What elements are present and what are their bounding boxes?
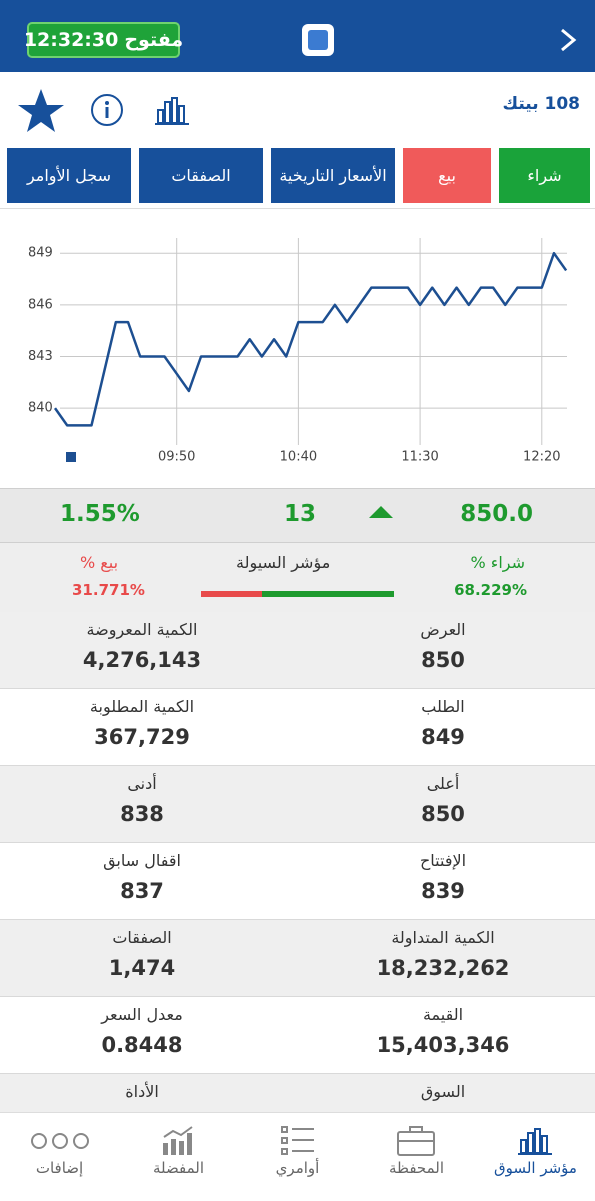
field-value: 15,403,346 (376, 1033, 510, 1057)
nav-icon (518, 1128, 552, 1155)
favorite-icon[interactable] (16, 86, 66, 136)
nav-icon (163, 1126, 193, 1155)
tab-button[interactable]: سجل الأوامر (7, 148, 131, 203)
field-label: الأداة (125, 1082, 159, 1101)
time: 12:32:30 (23, 29, 119, 51)
field-label: الطلب (421, 697, 465, 716)
tab-button[interactable]: شراء (499, 148, 590, 203)
chart: 840 843 846 849 09:50 10:40 11:30 12:20 (28, 238, 568, 465)
x-tick-label: 11:30 (401, 450, 438, 465)
tab-button[interactable]: الأسعار التاريخية (271, 148, 395, 203)
field-label: العرض (420, 620, 466, 639)
field-value: 838 (120, 802, 164, 826)
field-value: 0.8448 (101, 1033, 183, 1057)
chart-icon[interactable] (155, 96, 191, 126)
info-icon[interactable] (90, 93, 124, 127)
bottom-nav: مؤشر السوق المحفظة أوامري المفضلة إضافات (0, 1112, 595, 1201)
field-label: الكمية المتداولة (391, 928, 495, 947)
header-bar: مفتوح 12:32:30 (0, 0, 595, 72)
change: 13 (284, 501, 317, 527)
liquidity-bar (201, 591, 394, 597)
x-tick-label: 12:20 (523, 450, 560, 465)
buy-value: 68.229% (454, 581, 527, 599)
field-label: الإفتتاح (419, 851, 467, 870)
sell-value: 31.771% (72, 581, 145, 599)
legend-swatch (66, 452, 76, 462)
field-label: الكمية المطلوبة (89, 697, 195, 716)
field-value: 18,232,262 (376, 956, 510, 980)
nav-item[interactable]: المفضلة (152, 1159, 204, 1177)
nav-icon (397, 1126, 435, 1156)
field-label: القيمة (422, 1005, 464, 1024)
field-value: 850 (421, 802, 465, 826)
field-label: أدنى (127, 774, 157, 793)
field-label: أعلى (426, 774, 460, 793)
sell-label: بيع % (80, 553, 119, 572)
market-status: مفتوح 12:32:30 (23, 22, 184, 58)
field-label: الكمية المعروضة (86, 620, 198, 639)
x-tick-label: 09:50 (158, 450, 195, 465)
field-value: 839 (421, 879, 465, 903)
tab-button[interactable]: الصفقات (139, 148, 263, 203)
up-arrow (369, 506, 393, 518)
price-line (53, 251, 568, 427)
nav-icon (281, 1126, 314, 1155)
nav-item[interactable]: مؤشر السوق (494, 1159, 577, 1177)
liquidity-buy-bar (262, 591, 394, 597)
tab-button[interactable]: بيع (403, 148, 491, 203)
back-button[interactable] (556, 26, 580, 54)
app-icon (302, 24, 334, 56)
field-label: معدل السعر (101, 1005, 183, 1024)
price: 850.0 (460, 501, 533, 527)
change-pct: 1.55% (60, 501, 140, 527)
buy-label: شراء % (470, 553, 526, 572)
field-label: الصفقات (112, 928, 172, 947)
status: مفتوح (124, 29, 184, 51)
field-value: 1,474 (108, 956, 176, 980)
field-value: 837 (120, 879, 164, 903)
y-tick-label: 846 (28, 297, 53, 312)
x-tick-label: 10:40 (280, 450, 317, 465)
y-tick-label: 840 (28, 401, 53, 416)
field-value: 367,729 (94, 725, 190, 749)
field-label: السوق (420, 1082, 466, 1101)
info-row: الطلب 849 الكمية المطلوبة 367,729 (0, 689, 595, 766)
liquidity-title: مؤشر السيولة (236, 553, 331, 572)
liquidity: شراء % 68.229% مؤشر السيولة بيع % 31.771… (0, 543, 595, 612)
nav-item[interactable]: إضافات (35, 1159, 84, 1177)
stock-name: 108 بيتك (502, 94, 580, 114)
y-tick-label: 849 (28, 246, 53, 261)
field-value: 849 (421, 725, 465, 749)
field-value: 850 (421, 648, 465, 672)
info-row: العرض 850 الكمية المعروضة 4,276,143 (0, 612, 595, 689)
field-label: اقفال سابق (103, 851, 181, 870)
info-row: الكمية المتداولة 18,232,262 الصفقات 1,474 (0, 920, 595, 997)
info-row: أعلى 850 أدنى 838 (0, 766, 595, 843)
y-tick-label: 843 (28, 349, 53, 364)
info-row: القيمة 15,403,346 معدل السعر 0.8448 (0, 997, 595, 1074)
info-row: الإفتتاح 839 اقفال سابق 837 (0, 843, 595, 920)
nav-item[interactable]: أوامري (275, 1159, 320, 1177)
nav-item[interactable]: المحفظة (388, 1159, 445, 1177)
divider (0, 208, 595, 209)
nav-icon (31, 1133, 89, 1149)
field-value: 4,276,143 (82, 648, 202, 672)
summary-bar: 850.0 13 1.55% (0, 488, 595, 543)
